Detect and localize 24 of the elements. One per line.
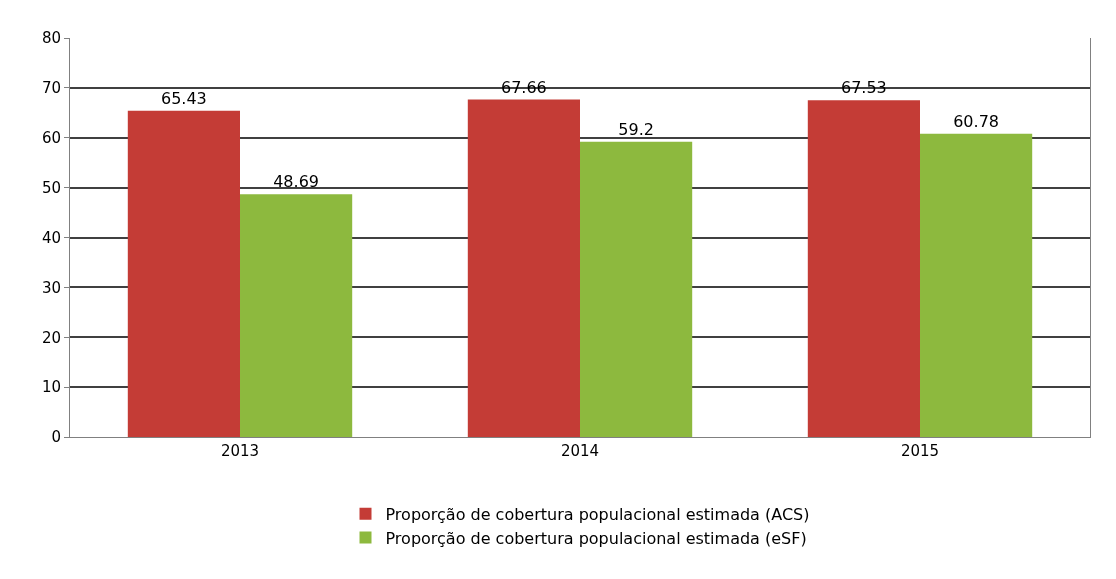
y-tick-label: 60 bbox=[41, 129, 61, 147]
bar bbox=[580, 141, 693, 437]
x-tick-label: 2015 bbox=[900, 442, 940, 460]
legend-label: Proporção de cobertura populacional estimada (ACS) bbox=[385, 504, 810, 524]
data-label: 65.43 bbox=[160, 88, 207, 108]
data-label: 60.78 bbox=[953, 111, 1000, 131]
y-tick-label: 40 bbox=[41, 228, 61, 247]
data-label: 59.2 bbox=[618, 119, 654, 139]
data-label: 48.69 bbox=[273, 172, 320, 192]
y-tick-label: 20 bbox=[41, 328, 61, 347]
bar bbox=[240, 194, 353, 437]
bar bbox=[467, 99, 580, 437]
x-tick-label: 2014 bbox=[560, 442, 600, 460]
y-tick-label: 80 bbox=[41, 29, 61, 48]
bar bbox=[127, 110, 240, 437]
y-tick-label: 0 bbox=[51, 428, 61, 447]
x-tick-label: 2013 bbox=[220, 442, 260, 460]
y-tick-label: 10 bbox=[41, 378, 61, 397]
y-tick-label: 50 bbox=[41, 178, 61, 197]
y-tick-label: 30 bbox=[41, 278, 61, 297]
bar bbox=[807, 100, 920, 437]
legend-label: Proporção de cobertura populacional estimada (eSF) bbox=[385, 528, 807, 548]
y-tick-label: 70 bbox=[41, 79, 61, 98]
bar bbox=[920, 133, 1033, 437]
